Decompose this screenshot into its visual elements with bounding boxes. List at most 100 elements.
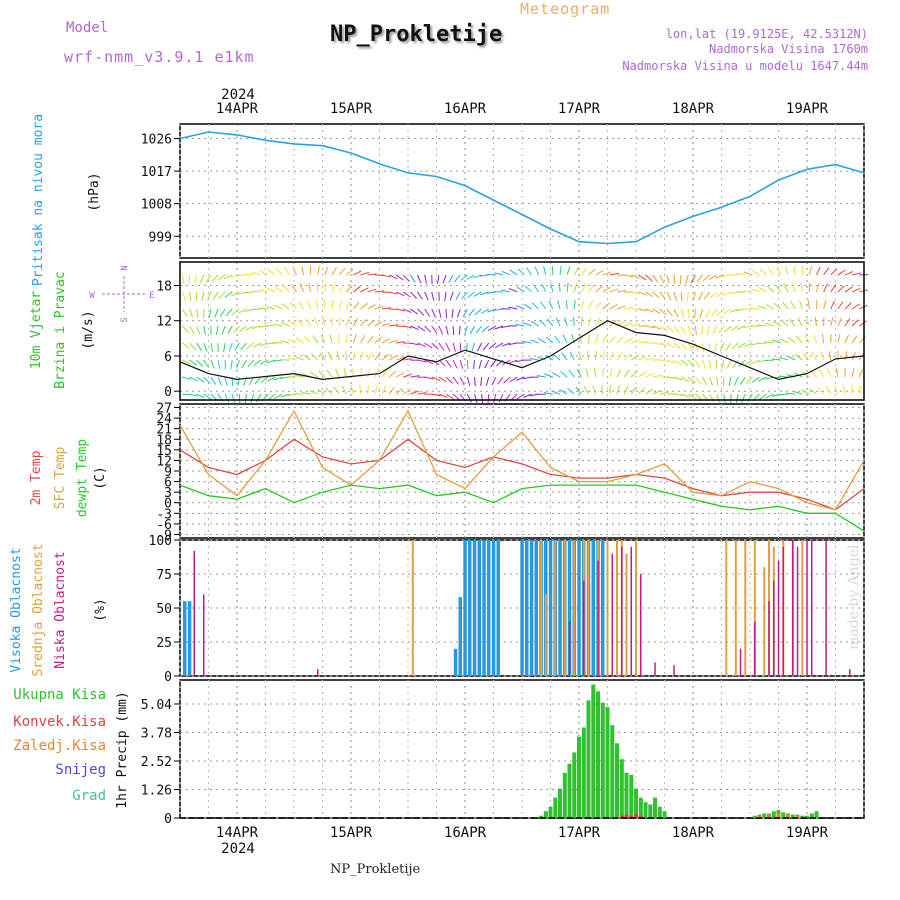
wind-barb bbox=[267, 269, 276, 276]
wind-barb bbox=[196, 342, 202, 351]
wind-barb bbox=[367, 273, 377, 276]
temp-2m-line bbox=[179, 438, 865, 511]
wind-barb bbox=[251, 271, 261, 276]
wind-barb bbox=[702, 376, 708, 386]
wind-barb bbox=[666, 274, 670, 284]
bottom-day-label: 19APR bbox=[786, 825, 829, 841]
wind-barb bbox=[602, 368, 604, 378]
wind-barb bbox=[630, 370, 639, 378]
precip-legend-item: Konvek.Kisa bbox=[13, 714, 106, 730]
top-year-label: 2024 bbox=[221, 87, 255, 103]
precip-legend-item: Grad bbox=[72, 788, 106, 804]
cloud-high-bar bbox=[458, 597, 462, 676]
wind-barb bbox=[616, 336, 624, 344]
wind-barb bbox=[224, 376, 228, 387]
top-day-label: 15APR bbox=[330, 101, 373, 117]
wind-barb bbox=[726, 359, 732, 369]
wind-barb bbox=[484, 359, 490, 369]
wind-barb bbox=[251, 325, 261, 330]
wind-barb bbox=[417, 308, 425, 316]
wind-barb bbox=[694, 342, 699, 352]
bottom-year-label: 2024 bbox=[221, 841, 255, 857]
wind-barb bbox=[325, 387, 333, 395]
wind-barb bbox=[315, 300, 319, 310]
wind-barb bbox=[851, 335, 858, 344]
wind-barb bbox=[381, 385, 387, 395]
wind-barb bbox=[266, 359, 276, 364]
wind-barb bbox=[569, 351, 575, 361]
wind-barb bbox=[573, 283, 578, 293]
wind-barb bbox=[251, 308, 261, 311]
wind-barb bbox=[333, 386, 340, 395]
wind-barb bbox=[251, 290, 261, 293]
wind-barb bbox=[403, 373, 412, 378]
temp-ytick-label: 9 bbox=[164, 465, 172, 480]
cloud-mid-bar bbox=[540, 540, 542, 676]
wind-barb bbox=[298, 301, 304, 310]
wind-barb bbox=[210, 342, 214, 353]
wind-barb bbox=[438, 376, 447, 383]
wind-barb bbox=[538, 319, 547, 327]
precip-total-bar bbox=[643, 802, 648, 818]
wind-barb bbox=[830, 268, 838, 276]
wind-barb bbox=[479, 274, 489, 277]
wind-barb bbox=[466, 393, 472, 403]
wind-barb bbox=[573, 299, 576, 310]
wind-barb bbox=[395, 274, 404, 281]
wind-barb bbox=[699, 308, 703, 318]
wind-barb bbox=[196, 393, 206, 399]
wind-barb bbox=[250, 393, 255, 403]
wind-barb bbox=[360, 318, 367, 327]
wind-barb bbox=[765, 304, 775, 310]
wind-barb bbox=[687, 308, 690, 318]
cloud-label-mid: Srednja Oblacnost bbox=[31, 543, 46, 676]
wind-barb bbox=[189, 291, 192, 301]
wind-barb bbox=[734, 376, 739, 386]
precip-unit: 1hr Precip (mm) bbox=[115, 691, 130, 808]
wind-barb bbox=[551, 265, 554, 275]
wind-barb bbox=[576, 368, 582, 378]
wind-barb bbox=[750, 288, 760, 293]
wind-barb bbox=[690, 274, 696, 284]
wind-barb bbox=[652, 374, 662, 378]
wind-barb bbox=[259, 289, 269, 293]
wind-barb bbox=[508, 287, 518, 293]
temp-label-sfc: SFC Temp bbox=[53, 447, 68, 510]
wind-barb bbox=[466, 376, 471, 386]
wind-barb bbox=[494, 308, 504, 311]
wind-barb bbox=[245, 325, 254, 331]
wind-barb bbox=[273, 359, 283, 362]
wind-barb bbox=[431, 325, 438, 334]
wind-barb bbox=[445, 376, 453, 384]
wind-barb bbox=[516, 393, 525, 400]
pressure-ytick-label: 1008 bbox=[141, 198, 172, 213]
wind-barb bbox=[793, 265, 796, 275]
wind-barb bbox=[534, 266, 540, 276]
wind-barb bbox=[567, 387, 575, 395]
wind-barb bbox=[818, 369, 825, 378]
wind-barb bbox=[789, 318, 796, 327]
wind-barb bbox=[287, 338, 297, 344]
wind-barb bbox=[568, 369, 575, 378]
wind-barb bbox=[417, 325, 426, 332]
wind-barb bbox=[324, 283, 327, 293]
watermark: made by Angel bbox=[846, 544, 862, 651]
wind-barb bbox=[381, 274, 391, 278]
wind-barb bbox=[196, 308, 199, 318]
precip-legend-item: Zaledj.Kisa bbox=[13, 738, 106, 754]
wind-barb bbox=[280, 393, 290, 398]
wind-barb bbox=[751, 359, 760, 365]
wind-barb bbox=[445, 393, 454, 400]
wind-barb bbox=[737, 342, 746, 349]
wind-barb bbox=[609, 288, 619, 293]
wind-barb bbox=[437, 274, 440, 284]
precip-total-bar bbox=[577, 736, 581, 818]
wind-barb bbox=[259, 270, 269, 276]
wind-barb bbox=[638, 308, 648, 312]
wind-barb bbox=[509, 269, 518, 276]
wind-barb bbox=[396, 341, 406, 344]
wind-barb bbox=[289, 302, 297, 310]
wind-barb bbox=[473, 291, 482, 297]
wind-barb bbox=[703, 291, 711, 300]
wind-barb bbox=[587, 351, 589, 361]
